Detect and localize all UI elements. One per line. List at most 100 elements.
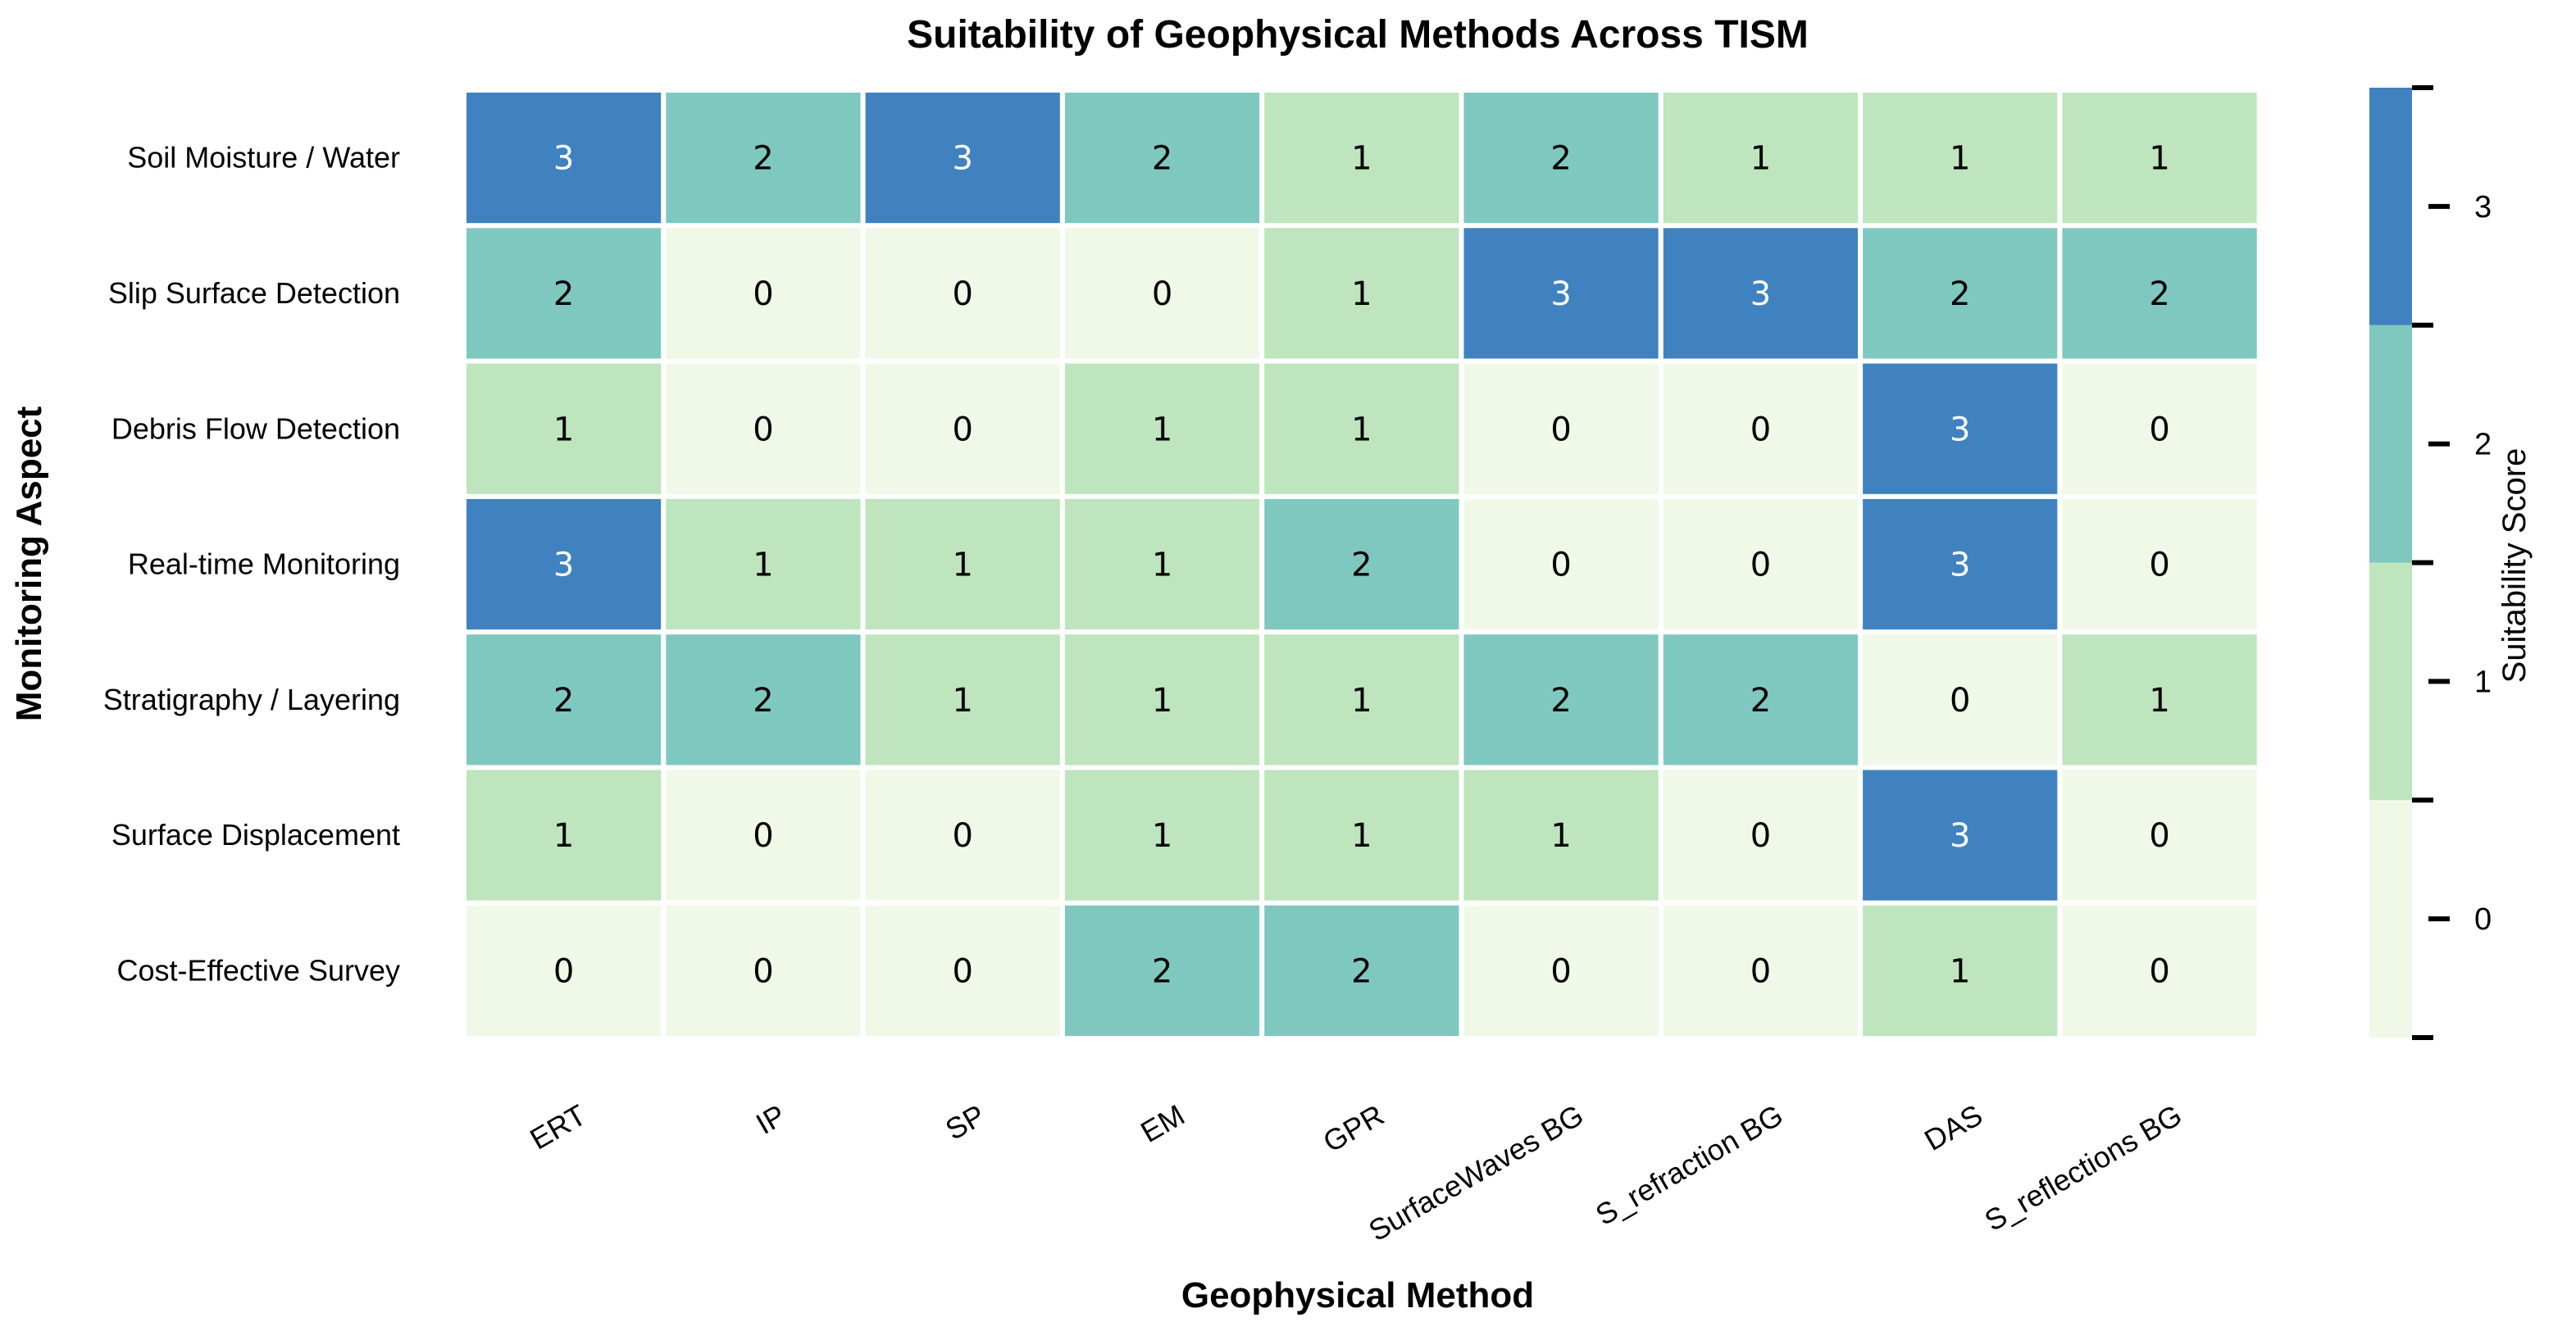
cell-value-label: 1 [1351, 411, 1372, 448]
heatmap-cell [462, 88, 667, 229]
cell-value-label: 1 [1351, 275, 1372, 313]
cell-value-label: 2 [1550, 682, 1571, 720]
cell-value-label: 3 [1750, 275, 1771, 313]
heatmap-cell [1459, 88, 1663, 229]
row-tick-label: Soil Moisture / Water [127, 141, 400, 175]
colorbar-segment [2369, 88, 2412, 325]
row-tick-label: Slip Surface Detection [108, 276, 400, 310]
cell-value-label: 1 [1152, 682, 1172, 720]
heatmap-cell [1259, 765, 1464, 906]
cell-value-label: 1 [1152, 547, 1172, 584]
heatmap-cell [860, 223, 1065, 364]
heatmap-cell [860, 765, 1065, 906]
heatmap-cell [462, 358, 667, 499]
cell-value-label: 2 [1550, 140, 1571, 178]
heatmap-cell [860, 358, 1065, 499]
cell-value-label: 2 [1152, 140, 1172, 178]
cell-value-label: 2 [753, 682, 773, 720]
cell-value-label: 0 [1750, 952, 1771, 990]
cell-value-label: 1 [1950, 952, 1970, 990]
cell-value-label: 3 [1950, 411, 1970, 448]
cell-value-label: 0 [753, 411, 773, 448]
colorbar-label: Suitability Score [2496, 448, 2533, 684]
cell-value-label: 3 [1950, 817, 1970, 855]
heatmap-cell [462, 223, 667, 364]
heatmap-cell [1658, 223, 1864, 364]
heatmap-cell [661, 88, 866, 229]
heatmap-cell [1858, 223, 2063, 364]
cell-value-label: 1 [1550, 817, 1571, 855]
column-tick-label: S_reflections BG [1979, 1097, 2187, 1238]
colorbar-tick-label: 1 [2474, 665, 2492, 699]
row-tick-label: Real-time Monitoring [128, 547, 400, 581]
cell-value-label: 2 [1750, 682, 1771, 720]
cell-value-label: 0 [2149, 547, 2169, 584]
cell-value-label: 2 [1950, 275, 1970, 313]
heatmap-cell [1259, 223, 1464, 364]
heatmap-cell [462, 765, 667, 906]
cell-value-label: 0 [753, 817, 773, 855]
heatmap-cell [1658, 900, 1864, 1042]
cell-value-label: 0 [2149, 952, 2169, 990]
cell-value-label: 1 [1152, 411, 1172, 448]
cell-value-label: 0 [2149, 411, 2169, 448]
colorbar-tick-label: 3 [2474, 190, 2492, 225]
heatmap-cell [462, 900, 667, 1042]
cell-value-label: 1 [1950, 140, 1970, 178]
heatmap-cell [1459, 900, 1663, 1042]
cell-value-label: 3 [1950, 547, 1970, 584]
heatmap-cell [1858, 88, 2063, 229]
colorbar-segment [2369, 325, 2412, 563]
heatmap-cell [1059, 493, 1265, 635]
cell-value-label: 3 [553, 140, 574, 178]
cell-value-label: 0 [1950, 682, 1970, 720]
heatmap-cell [2057, 358, 2262, 499]
heatmap-cell [2057, 223, 2262, 364]
cell-value-label: 3 [953, 140, 973, 178]
heatmap-cells: 3 2 3 2 1 2 1 1 1 2 0 0 0 1 3 3 2 2 1 0 0 1 1 0 0 3 0 3 1 1 1 2 0 0 3 0 2 2 1 1… [462, 88, 2262, 1042]
heatmap-cell [661, 765, 866, 906]
cell-value-label: 0 [1750, 547, 1771, 584]
cell-value-label: 1 [953, 547, 973, 584]
cell-value-label: 1 [553, 411, 574, 448]
colorbar-segment [2369, 800, 2412, 1038]
cell-value-label: 1 [1351, 682, 1372, 720]
cell-value-label: 0 [1750, 411, 1771, 448]
cell-value-label: 2 [1351, 952, 1372, 990]
heatmap-cell [860, 900, 1065, 1042]
cell-value-label: 1 [1750, 140, 1771, 178]
cell-value-label: 0 [953, 275, 973, 313]
cell-value-label: 1 [1152, 817, 1172, 855]
cell-value-label: 0 [753, 275, 773, 313]
cell-value-label: 0 [753, 952, 773, 990]
colorbar-tick-label: 0 [2474, 902, 2492, 937]
heatmap-cell [1259, 900, 1464, 1042]
heatmap-cell [1459, 629, 1663, 770]
chart-title: Suitability of Geophysical Methods Acros… [907, 13, 1809, 57]
column-tick-label: GPR [1318, 1097, 1390, 1159]
colorbar-tick-label: 2 [2474, 428, 2492, 462]
heatmap-cell [2057, 765, 2262, 906]
cell-value-label: 3 [1550, 275, 1571, 313]
heatmap-cell [2057, 900, 2262, 1042]
colorbar: 0 1 2 3 [2369, 85, 2492, 1040]
cell-value-label: 0 [1750, 817, 1771, 855]
heatmap-cell [2057, 629, 2262, 770]
cell-value-label: 1 [753, 547, 773, 584]
cell-value-label: 0 [953, 952, 973, 990]
column-tick-label: EM [1135, 1097, 1190, 1149]
cell-value-label: 0 [1152, 275, 1172, 313]
cell-value-label: 0 [2149, 817, 2169, 855]
row-tick-label: Surface Displacement [112, 818, 400, 852]
heatmap-cell [1858, 900, 2063, 1042]
cell-value-label: 1 [1351, 817, 1372, 855]
cell-value-label: 2 [1152, 952, 1172, 990]
column-tick-label: DAS [1918, 1097, 1988, 1157]
cell-value-label: 0 [953, 411, 973, 448]
cell-value-label: 1 [553, 817, 574, 855]
heatmap-cell [1858, 765, 2063, 906]
cell-value-label: 3 [553, 547, 574, 584]
column-tick-label: SurfaceWaves BG [1363, 1097, 1589, 1247]
heatmap-cell [1259, 358, 1464, 499]
